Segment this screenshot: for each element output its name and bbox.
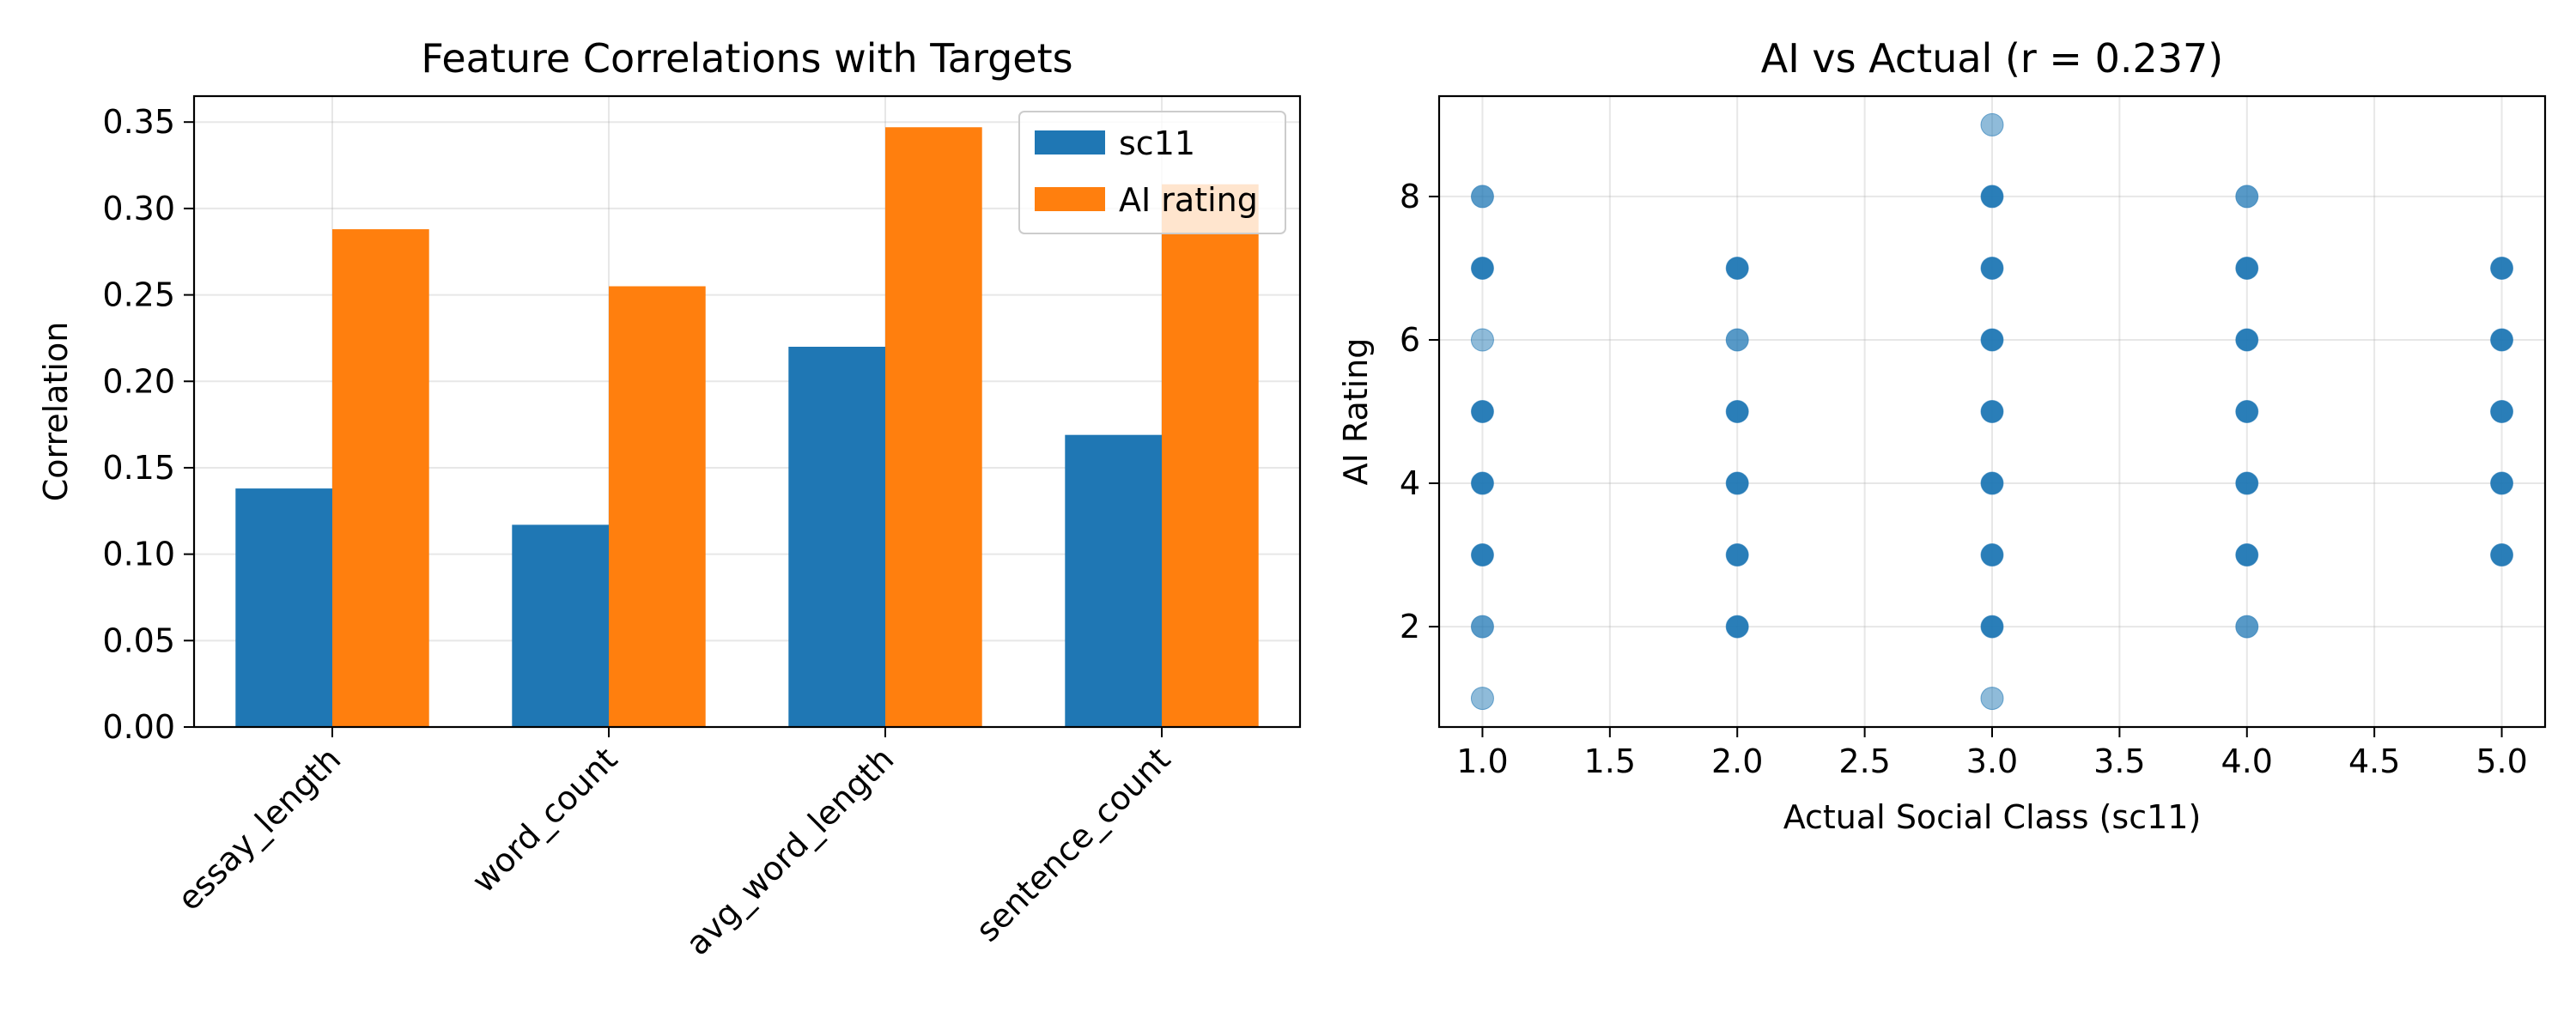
scatter-point [2490, 400, 2514, 423]
scatter-x-tick-label: 1.0 [1456, 742, 1508, 780]
scatter-point [1980, 543, 2004, 567]
scatter-point [1725, 400, 1749, 423]
scatter-point [2490, 328, 2514, 352]
scatter-y-tick-label: 2 [1400, 608, 1420, 645]
scatter-y-tick-label: 6 [1400, 321, 1420, 359]
bar-y-tick-label: 0.20 [102, 362, 175, 400]
scatter-point [2235, 471, 2259, 495]
scatter-x-tick-label: 1.5 [1584, 742, 1636, 780]
scatter-point [1725, 543, 1749, 567]
scatter-chart-title: AI vs Actual (r = 0.237) [1761, 35, 2223, 82]
scatter-point [1980, 400, 2004, 423]
scatter-point [1980, 615, 2004, 639]
scatter-point [2490, 256, 2514, 280]
scatter-point [1980, 687, 2004, 711]
bar-sc11-word-count [512, 524, 609, 727]
scatter-y-tick-label: 4 [1400, 464, 1420, 502]
scatter-point [1725, 615, 1749, 639]
scatter-x-tick-label: 5.0 [2476, 742, 2527, 780]
scatter-x-tick-label: 4.0 [2221, 742, 2273, 780]
scatter-x-tick-label: 3.0 [1966, 742, 2018, 780]
scatter-point [2235, 400, 2259, 423]
bar-chart-title: Feature Correlations with Targets [421, 35, 1072, 82]
scatter-point [2490, 471, 2514, 495]
scatter-point [1470, 687, 1494, 711]
bar-ai-rating-word-count [609, 286, 706, 727]
scatter-point [1980, 328, 2004, 352]
scatter-point [1980, 256, 2004, 280]
bar-chart-y-axis-label: Correlation [37, 322, 75, 502]
bar-y-tick-label: 0.35 [102, 103, 175, 141]
bar-y-tick-label: 0.15 [102, 449, 175, 487]
legend-label-ai-rating: AI rating [1119, 181, 1258, 219]
scatter-point [1470, 185, 1494, 209]
scatter-point [2235, 543, 2259, 567]
scatter-x-tick-label: 3.5 [2093, 742, 2145, 780]
scatter-point [1725, 328, 1749, 352]
scatter-point [2235, 185, 2259, 209]
scatter-x-tick-label: 2.0 [1711, 742, 1763, 780]
scatter-x-tick-label: 2.5 [1838, 742, 1890, 780]
legend-swatch-sc11 [1035, 130, 1105, 154]
scatter-point [1470, 328, 1494, 352]
bar-y-tick-label: 0.25 [102, 276, 175, 314]
scatter-point [1980, 471, 2004, 495]
scatter-chart-ticks: 1.0 1.5 2.0 2.5 3.0 3.5 4.0 4.5 5.0 2 4 6 8 [1400, 178, 2528, 780]
scatter-point [1725, 471, 1749, 495]
scatter-point [1470, 471, 1494, 495]
scatter-chart-points [1470, 112, 2514, 711]
bar-y-tick-label: 0.10 [102, 536, 175, 573]
legend-swatch-ai-rating [1035, 187, 1105, 211]
scatter-point [2235, 615, 2259, 639]
scatter-point [1470, 256, 1494, 280]
bar-chart-legend: sc11 AI rating [1018, 111, 1286, 234]
scatter-y-tick-label: 8 [1400, 178, 1420, 215]
scatter-point [1725, 256, 1749, 280]
bar-ai-rating-essay-length [332, 229, 429, 727]
scatter-chart-y-axis-label: AI Rating [1337, 338, 1375, 486]
bar-y-tick-label: 0.30 [102, 190, 175, 227]
bar-sc11-sentence-count [1065, 434, 1162, 727]
bar-sc11-essay-length [235, 488, 332, 727]
scatter-x-tick-label: 4.5 [2348, 742, 2400, 780]
legend-label-sc11: sc11 [1119, 124, 1195, 162]
scatter-chart-x-axis-label: Actual Social Class (sc11) [1783, 798, 2202, 836]
scatter-point [1980, 112, 2004, 136]
scatter-point [1470, 615, 1494, 639]
scatter-chart-panel: 1.0 1.5 2.0 2.5 3.0 3.5 4.0 4.5 5.0 2 4 6 8 AI vs Ac… [1337, 35, 2547, 836]
scatter-point [1470, 543, 1494, 567]
bar-y-tick-label: 0.00 [102, 708, 175, 746]
scatter-point [2490, 543, 2514, 567]
scatter-point [1980, 185, 2004, 209]
bar-y-tick-label: 0.05 [102, 621, 175, 659]
bar-ai-rating-avg-word-length [885, 127, 982, 727]
scatter-point [1470, 400, 1494, 423]
bar-sc11-avg-word-length [788, 346, 885, 727]
bar-ai-rating-sentence-count [1162, 184, 1259, 728]
scatter-point [2235, 328, 2259, 352]
bar-chart-frame [192, 94, 1302, 729]
bar-chart-bars [235, 127, 1259, 728]
scatter-point [2235, 256, 2259, 280]
